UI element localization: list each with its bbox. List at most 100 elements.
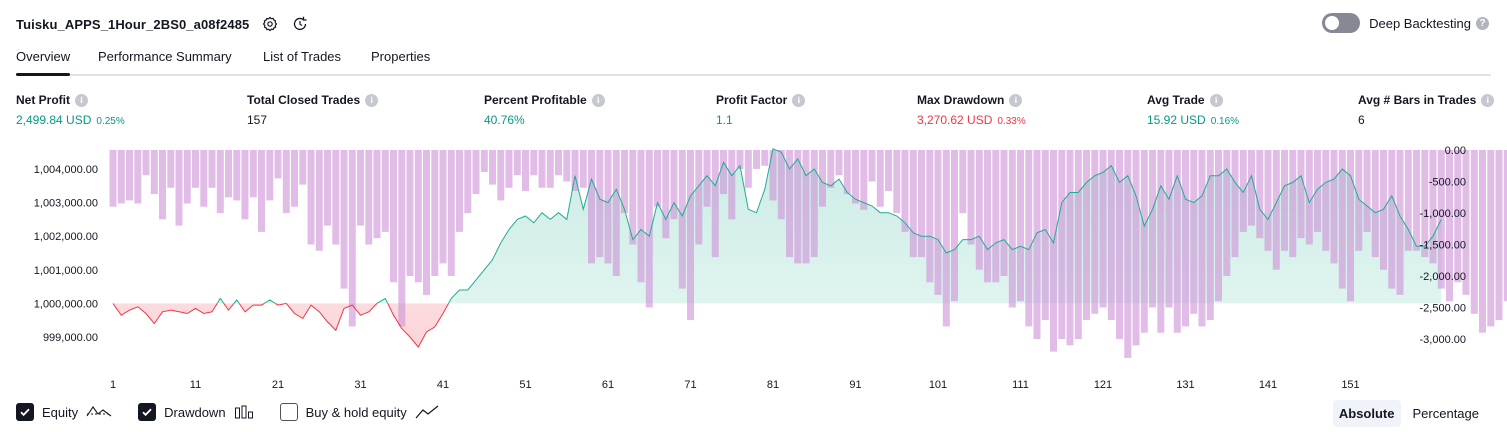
drawdown-bar <box>522 150 529 191</box>
drawdown-bar <box>604 150 612 264</box>
y-axis-right-label: -500.00 <box>1429 177 1466 189</box>
buy-hold-line-icon <box>415 404 439 420</box>
info-icon[interactable]: i <box>792 93 806 107</box>
stat-total-closed-trades: Total Closed Trades i 157 <box>247 93 379 127</box>
drawdown-bar <box>1322 150 1330 251</box>
drawdown-bar <box>885 150 892 191</box>
equity-checkbox[interactable] <box>16 403 34 421</box>
drawdown-bar <box>1198 150 1206 327</box>
drawdown-bar <box>456 150 463 232</box>
drawdown-bar <box>786 150 793 258</box>
drawdown-bar <box>579 150 587 188</box>
percentage-mode-button[interactable]: Percentage <box>1412 406 1480 421</box>
drawdown-bar <box>109 150 117 207</box>
equity-line-icon <box>86 404 112 420</box>
legend-buy-hold-equity[interactable]: Buy & hold equity <box>279 403 439 421</box>
drawdown-bar <box>654 150 661 207</box>
info-icon[interactable]: i <box>75 93 88 107</box>
drawdown-bar <box>1305 150 1313 245</box>
stat-value: 15.92 USD <box>1147 113 1206 127</box>
tab-list-of-trades[interactable]: List of Trades <box>263 49 342 64</box>
legend-drawdown[interactable]: Drawdown <box>138 403 253 421</box>
drawdown-bar <box>398 150 406 327</box>
info-icon[interactable]: i <box>591 93 605 107</box>
drawdown-bar <box>216 150 224 213</box>
stat-label: Percent Profitable <box>484 93 587 107</box>
legend-equity-label: Equity <box>42 404 79 420</box>
y-axis-right-label: -1,500.00 <box>1420 240 1466 252</box>
stat-label: Total Closed Trades <box>247 93 361 107</box>
equity-drawdown-chart[interactable]: 1,004,000.00 1,003,000.00 1,002,000.00 1,00… <box>0 140 1507 395</box>
drawdown-bar <box>117 150 125 204</box>
drawdown-bar <box>480 150 488 172</box>
absolute-mode-button[interactable]: Absolute <box>1332 400 1401 427</box>
drawdown-bar <box>324 150 331 226</box>
deep-backtesting-toggle[interactable] <box>1322 13 1361 33</box>
drawdown-bar <box>728 150 736 220</box>
x-axis-label: 11 <box>190 379 201 391</box>
equity-line-negative <box>112 303 450 348</box>
drawdown-bar <box>233 150 241 201</box>
drawdown-bar <box>744 150 752 188</box>
stat-label: Net Profit <box>16 93 70 107</box>
stat-percent: 0.16% <box>1210 116 1240 127</box>
stat-percent: 0.33% <box>997 116 1026 127</box>
drawdown-bar <box>200 150 208 207</box>
drawdown-bar <box>1033 150 1041 339</box>
drawdown-bar <box>1487 150 1495 327</box>
drawdown-bar <box>1066 150 1074 346</box>
drawdown-bar <box>827 150 835 188</box>
y-axis-right-label: -2,500.00 <box>1420 303 1466 315</box>
y-axis-right-label: -3,000.00 <box>1420 334 1466 346</box>
drawdown-bar <box>126 150 133 201</box>
drawdown-bar <box>390 150 397 283</box>
stat-net-profit: Net Profit i 2,499.84 USD 0.25% <box>16 93 125 127</box>
info-icon[interactable]: i <box>1009 93 1023 107</box>
x-axis-label: 111 <box>1012 379 1029 391</box>
drawdown-bar <box>621 150 628 213</box>
gear-icon[interactable] <box>261 15 279 33</box>
drawdown-bar <box>670 150 678 220</box>
y-axis-left-label: 999,000.00 <box>43 332 98 344</box>
drawdown-bar <box>414 150 422 283</box>
info-icon[interactable]: i <box>1481 93 1495 107</box>
deep-backtesting-control: Deep Backtesting ? <box>1322 13 1489 33</box>
drawdown-bar <box>1124 150 1132 358</box>
drawdown-bar <box>406 150 414 276</box>
drawdown-bar <box>1116 150 1123 339</box>
drawdown-bar <box>1363 150 1371 232</box>
drawdown-bar <box>1149 150 1156 308</box>
drawdown-checkbox[interactable] <box>138 403 157 421</box>
drawdown-bar <box>794 150 802 264</box>
drawdown-bar <box>431 150 439 276</box>
tab-properties[interactable]: Properties <box>371 49 431 64</box>
drawdown-bar <box>736 150 744 169</box>
drawdown-bar <box>291 150 298 207</box>
stat-label: Profit Factor <box>716 93 788 107</box>
chart-legend: Equity Drawdown Buy & hold equity <box>16 403 465 421</box>
tab-overview[interactable]: Overview <box>16 49 71 76</box>
drawdown-bar <box>1421 150 1429 258</box>
legend-drawdown-label: Drawdown <box>164 404 226 420</box>
y-axis-left-label: 1,001,000.00 <box>34 265 98 277</box>
info-icon[interactable]: i <box>365 93 379 107</box>
info-icon[interactable]: i <box>1209 93 1223 107</box>
drawdown-bar <box>249 150 257 198</box>
drawdown-bar <box>1091 150 1099 314</box>
y-axis-right-label: -1,000.00 <box>1420 208 1466 220</box>
help-icon[interactable]: ? <box>1476 16 1489 30</box>
drawdown-bar <box>588 150 595 264</box>
stat-value: 157 <box>247 113 268 127</box>
drawdown-bar <box>967 150 975 245</box>
drawdown-bar <box>802 150 810 264</box>
drawdown-bar <box>159 150 166 220</box>
drawdown-bar <box>893 150 901 213</box>
drawdown-bar <box>992 150 1000 283</box>
drawdown-bar <box>918 150 925 258</box>
buy-hold-checkbox[interactable] <box>279 403 298 421</box>
x-axis-label: 81 <box>767 379 779 391</box>
tab-performance-summary[interactable]: Performance Summary <box>98 49 232 64</box>
drawdown-bar <box>1140 150 1148 333</box>
refresh-icon[interactable] <box>291 15 309 33</box>
legend-equity[interactable]: Equity <box>16 403 112 421</box>
